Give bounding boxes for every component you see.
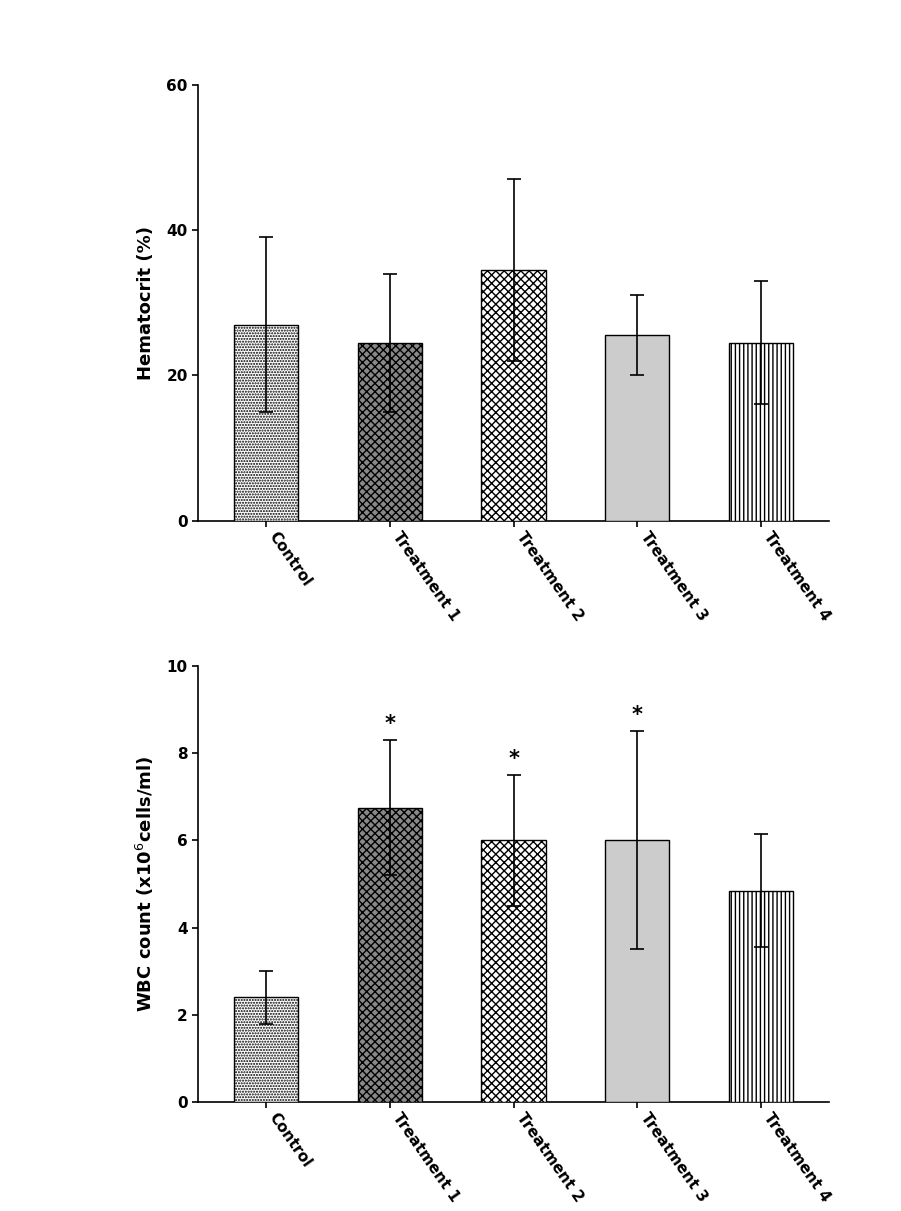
Bar [605,335,669,521]
Bar [481,270,546,521]
Y-axis label: WBC count (x10$^6$cells/ml): WBC count (x10$^6$cells/ml) [133,756,156,1012]
Bar [729,890,793,1102]
Bar [358,343,422,521]
Text: *: * [632,705,642,725]
Bar [605,840,669,1102]
Bar [358,808,422,1102]
Text: *: * [508,748,519,769]
Bar [729,343,793,521]
Bar [234,325,298,521]
Bar [234,998,298,1102]
Text: *: * [385,713,396,734]
Y-axis label: Hematocrit (%): Hematocrit (%) [137,225,155,380]
Bar [481,840,546,1102]
